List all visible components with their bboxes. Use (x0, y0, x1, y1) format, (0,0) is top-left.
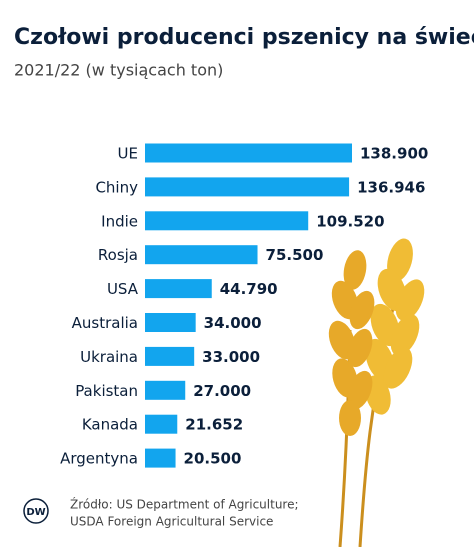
chart-subtitle: 2021/22 (w tysiącach ton) (14, 61, 223, 80)
chart-title: Czołowi producenci pszenicy na świecie (14, 25, 474, 50)
category-label: Kanada (82, 416, 138, 434)
bar (145, 380, 186, 400)
category-label: Chiny (95, 178, 138, 196)
value-label: 138.900 (360, 145, 428, 163)
wheat-illustration (328, 238, 425, 547)
category-label: Ukraina (80, 348, 138, 366)
category-label: Indie (101, 212, 138, 230)
bar (145, 279, 212, 299)
bar (145, 211, 309, 231)
value-label: 27.000 (193, 382, 251, 400)
source: USDA Foreign Agricultural Service (70, 515, 273, 529)
bar (145, 448, 176, 468)
category-label: Argentyna (60, 450, 138, 468)
bar (145, 346, 195, 366)
bar (145, 245, 258, 265)
bar (145, 143, 352, 163)
category-label: USA (107, 280, 139, 298)
category-label: Pakistan (75, 382, 138, 400)
category-label: Australia (72, 314, 138, 332)
value-label: 33.000 (202, 348, 260, 366)
value-label: 34.000 (204, 314, 262, 332)
logo-circle (23, 498, 49, 524)
logo: DW (26, 507, 45, 518)
category-label: Rosja (98, 246, 138, 264)
value-label: 75.500 (266, 246, 324, 264)
category-label: UE (118, 145, 138, 163)
value-label: 20.500 (184, 450, 242, 468)
value-label: 21.652 (185, 416, 243, 434)
bar (145, 313, 196, 332)
bar (145, 177, 350, 197)
source: Źródło: US Department of Agriculture; (70, 497, 299, 512)
bar (145, 414, 178, 434)
value-label: 44.790 (220, 280, 278, 298)
value-label: 109.520 (316, 212, 384, 230)
value-label: 136.946 (357, 178, 425, 196)
